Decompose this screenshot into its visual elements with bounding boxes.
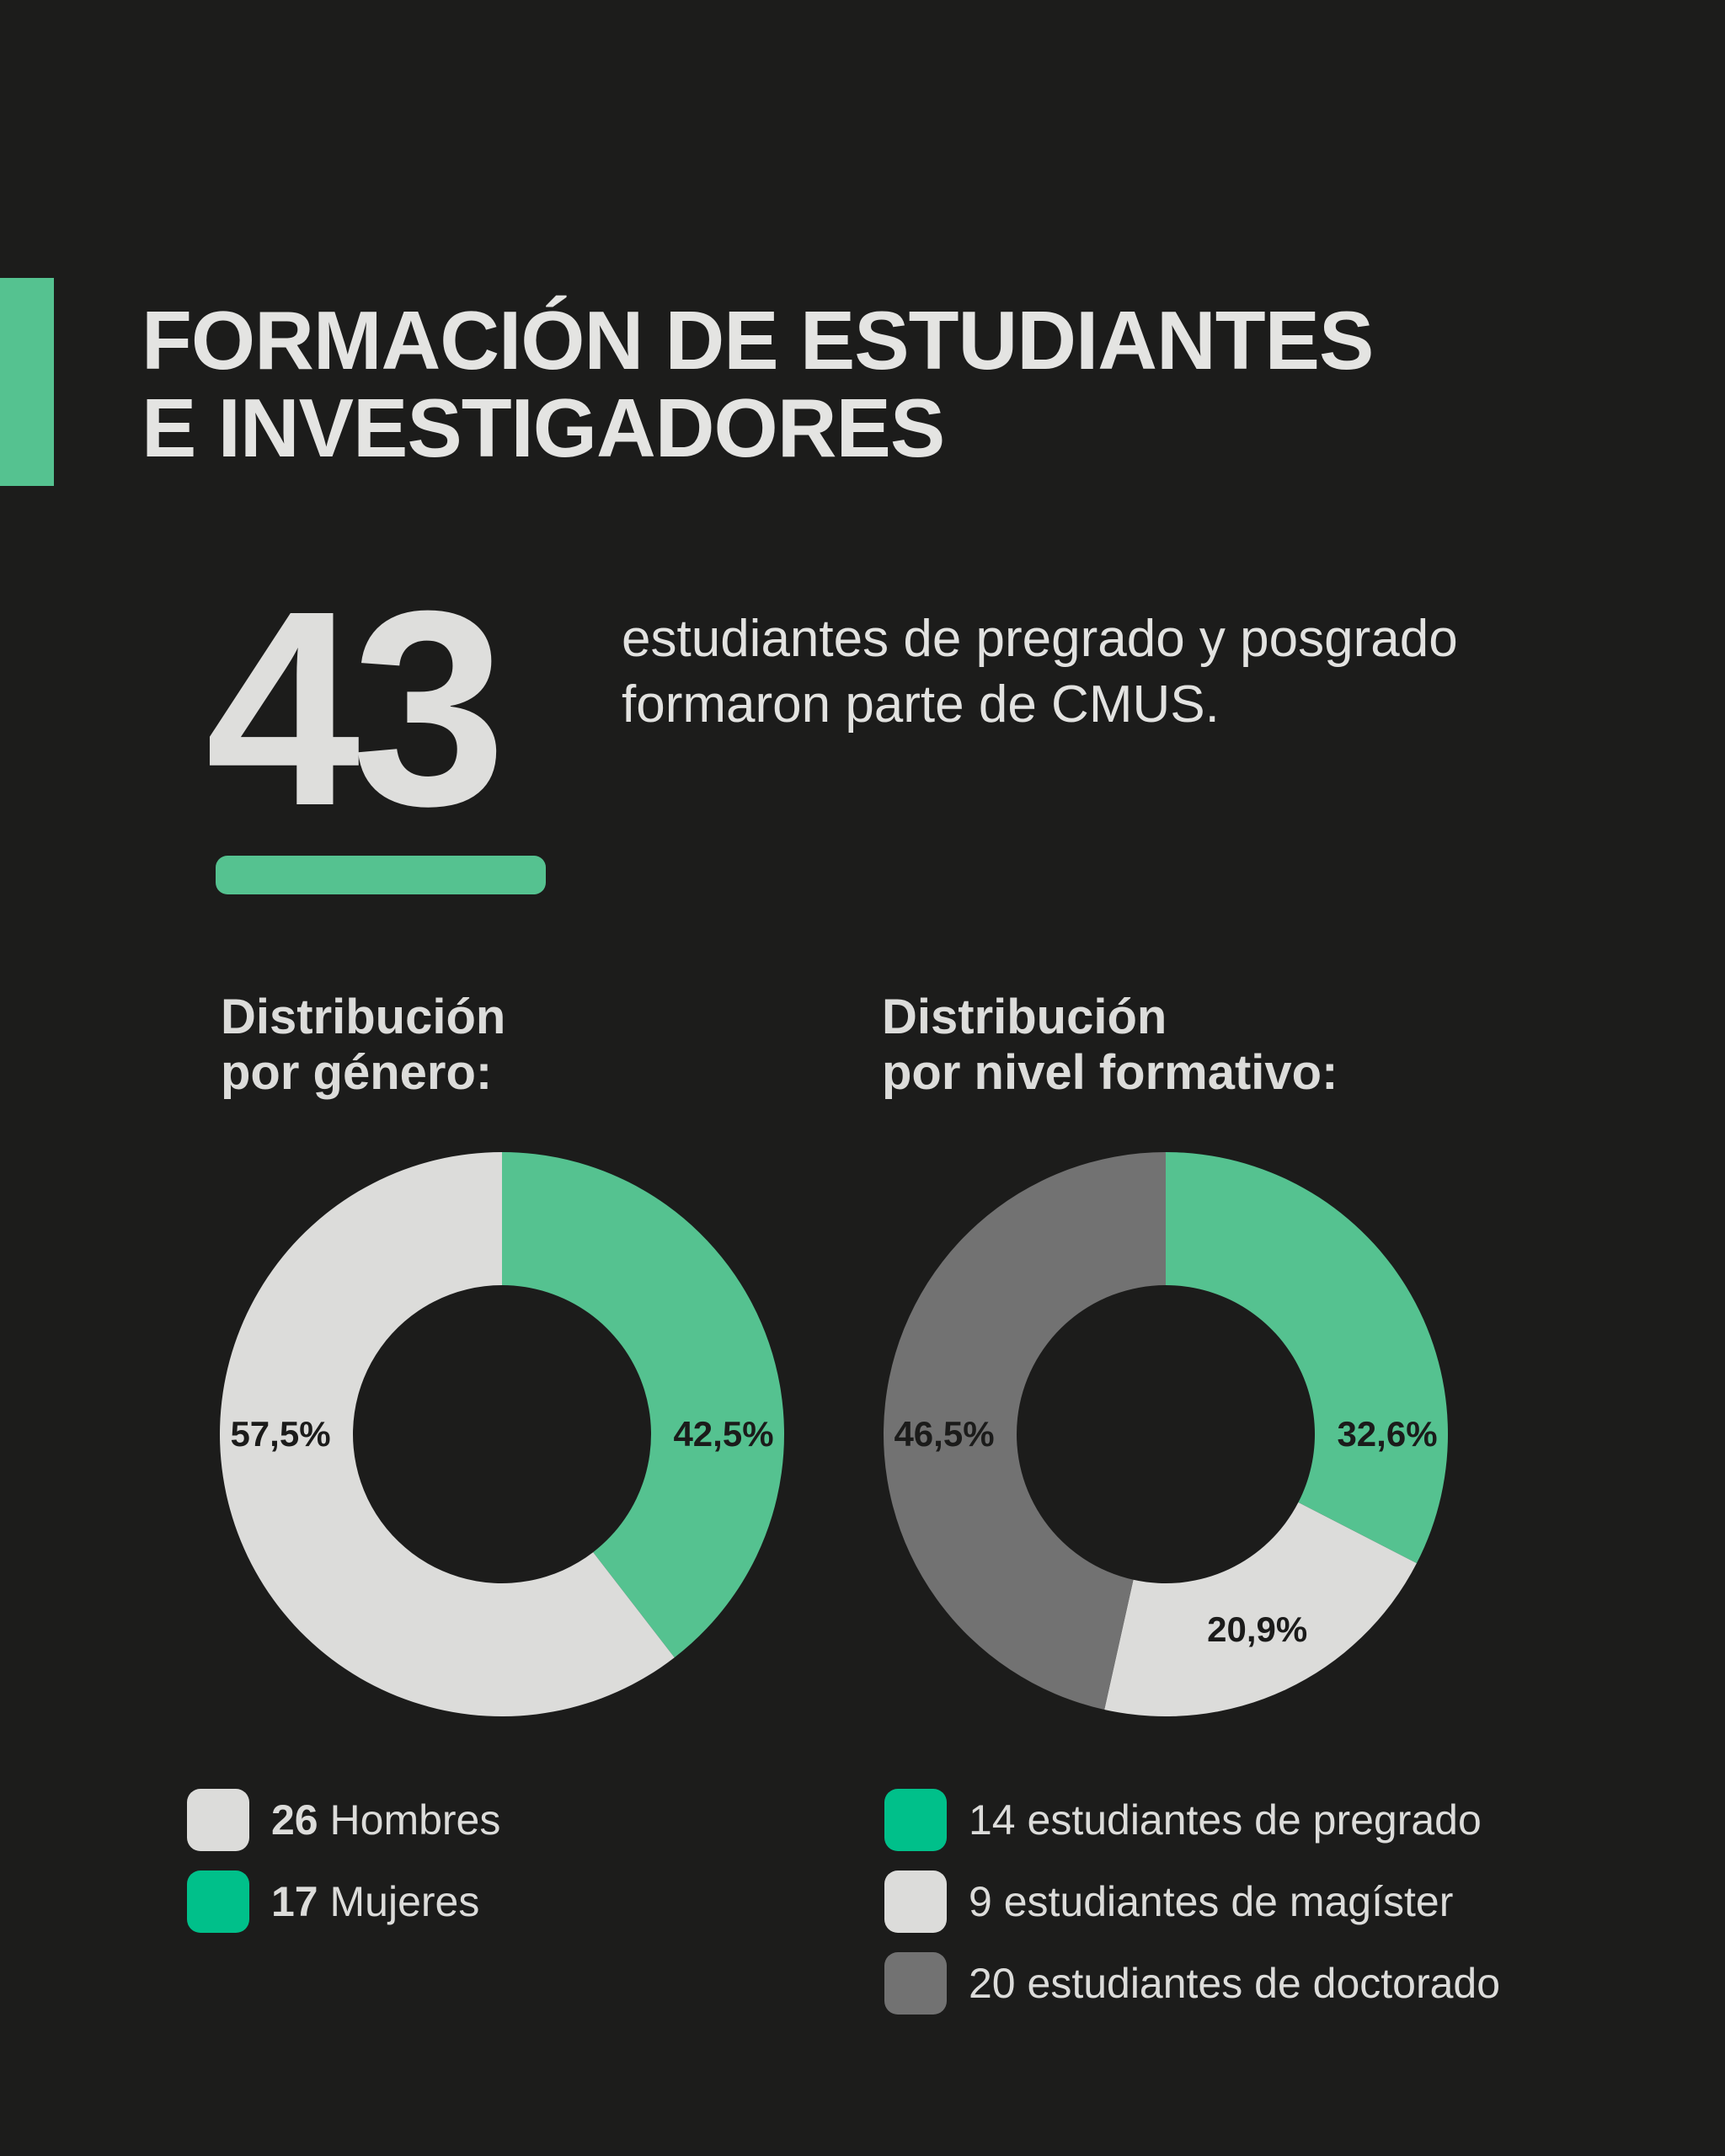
page-title: FORMACIÓN DE ESTUDIANTES E INVESTIGADORE… [142,294,1374,474]
legend-item-doctorado: 20 estudiantes de doctorado [884,1952,1500,2015]
legend-swatch-pregrado [884,1789,947,1851]
title-line-1: FORMACIÓN DE ESTUDIANTES [142,294,1374,387]
legend-count-hombres: 26 [271,1796,318,1844]
legend-item-magister: 9 estudiantes de magíster [884,1870,1500,1933]
legend-swatch-doctorado [884,1952,947,2015]
level-legend: 14 estudiantes de pregrado 9 estudiantes… [884,1789,1500,2034]
level-label-pregrado: 32,6% [1337,1414,1437,1454]
level-chart-title: Distribución por nivel formativo: [882,990,1338,1101]
gender-legend: 26 Hombres 17 Mujeres [187,1789,500,1952]
level-chart-title-line-1: Distribución [882,990,1167,1044]
gender-label-hombres: 57,5% [230,1414,330,1454]
legend-item-pregrado: 14 estudiantes de pregrado [884,1789,1500,1851]
legend-label-hombres: Hombres [329,1796,501,1844]
legend-swatch-hombres [187,1789,249,1851]
legend-label-magister: 9 estudiantes de magíster [969,1878,1454,1925]
legend-item-hombres: 26 Hombres [187,1789,500,1851]
accent-bar [0,278,54,486]
legend-text-hombres: 26 Hombres [271,1796,500,1844]
level-slice-pregrado [1166,1152,1448,1564]
title-line-2: E INVESTIGADORES [142,382,945,474]
legend-label-doctorado: 20 estudiantes de doctorado [969,1960,1501,2007]
legend-label-mujeres: Mujeres [329,1878,480,1925]
gender-chart-title-line-2: por género: [221,1045,493,1100]
summary-description: estudiantes de pregrado y posgrado forma… [622,610,1458,734]
legend-count-mujeres: 17 [271,1878,318,1925]
level-label-mag-ster: 20,9% [1207,1609,1307,1649]
total-students-number: 43 [206,552,506,863]
number-underline [216,856,546,894]
legend-swatch-magister [884,1870,947,1933]
level-donut-chart: 32,6% 20,9% 46,5% [884,1152,1448,1716]
legend-item-mujeres: 17 Mujeres [187,1870,500,1933]
legend-text-mujeres: 17 Mujeres [271,1877,479,1926]
gender-label-mujeres: 42,5% [673,1414,773,1454]
level-chart-title-line-2: por nivel formativo: [882,1045,1338,1100]
level-slice-mag-ster [1104,1502,1417,1716]
legend-label-pregrado: 14 estudiantes de pregrado [969,1796,1482,1844]
gender-slice-mujeres [502,1152,785,1658]
gender-slice-hombres [219,1152,675,1716]
gender-chart-title: Distribución por género: [221,990,505,1101]
level-slice-doctorado [884,1152,1166,1710]
legend-swatch-mujeres [187,1870,249,1933]
gender-chart-title-line-1: Distribución [221,990,506,1044]
gender-donut-chart: 42,5% 57,5% [219,1152,785,1716]
level-label-doctorado: 46,5% [894,1414,994,1454]
